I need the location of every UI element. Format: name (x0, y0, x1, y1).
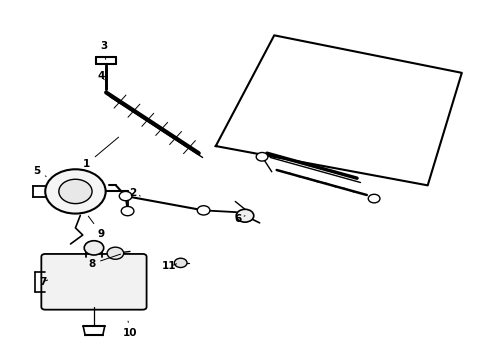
FancyBboxPatch shape (41, 254, 147, 310)
Text: 4: 4 (98, 71, 105, 81)
Text: 8: 8 (88, 254, 121, 269)
Circle shape (368, 194, 380, 203)
Circle shape (256, 153, 268, 161)
Circle shape (197, 206, 210, 215)
Circle shape (107, 247, 123, 259)
Text: 5: 5 (33, 166, 46, 176)
Text: 10: 10 (123, 321, 138, 338)
Text: 6: 6 (234, 214, 245, 224)
Circle shape (236, 209, 254, 222)
Circle shape (174, 258, 187, 267)
Text: 7: 7 (39, 277, 48, 287)
Text: 11: 11 (162, 261, 177, 271)
Circle shape (59, 179, 92, 204)
Circle shape (45, 169, 106, 213)
Circle shape (119, 192, 132, 201)
Text: 2: 2 (129, 188, 140, 198)
Text: 9: 9 (88, 216, 105, 239)
Circle shape (121, 206, 134, 216)
Text: 3: 3 (100, 41, 107, 59)
Text: 1: 1 (83, 137, 119, 169)
Circle shape (84, 241, 104, 255)
